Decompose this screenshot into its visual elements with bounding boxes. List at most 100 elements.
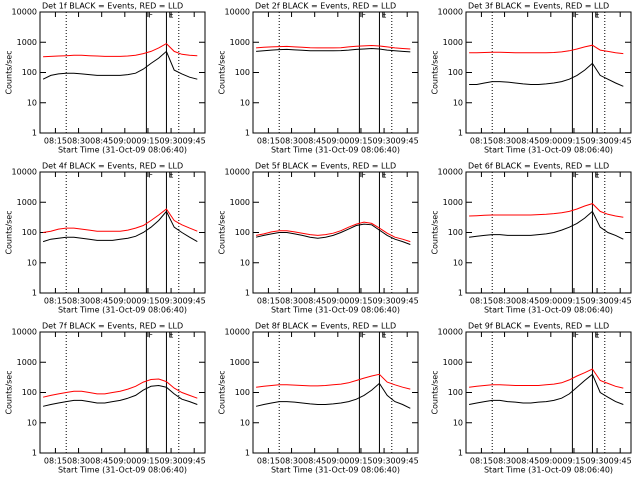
y-tick-label: 10000	[225, 168, 250, 177]
x-tick-label: 09:30	[160, 297, 183, 306]
x-tick-label: 09:15	[349, 297, 372, 306]
x-tick-label: 09:00	[326, 297, 349, 306]
x-axis-label: Start Time (31-Oct-09 08:06:40)	[271, 306, 400, 315]
marker-label: F	[148, 171, 153, 180]
y-tick-label: 1	[458, 129, 463, 138]
x-tick-label: 08:15	[44, 137, 67, 146]
y-axis-label: Counts/sec	[5, 50, 14, 94]
series-line	[256, 44, 411, 50]
y-tick-label: 100	[448, 228, 463, 237]
panel-title: Det 6f BLACK = Events, RED = LLD	[468, 162, 609, 171]
panel-title: Det 8f BLACK = Events, RED = LLD	[255, 322, 396, 331]
x-axis-label: Start Time (31-Oct-09 08:06:40)	[484, 146, 613, 155]
y-tick-label: 10000	[225, 8, 250, 17]
panel-title: Det 9f BLACK = Events, RED = LLD	[468, 322, 609, 331]
marker-label: E	[381, 171, 386, 180]
x-tick-label: 08:15	[470, 457, 493, 466]
x-tick-label: 08:30	[67, 457, 90, 466]
marker-label: E	[594, 171, 599, 180]
y-tick-label: 1000	[17, 358, 37, 367]
y-tick-label: 100	[22, 388, 37, 397]
x-tick-label: 08:45	[90, 457, 113, 466]
y-tick-label: 10	[240, 258, 250, 267]
y-tick-label: 1	[458, 289, 463, 298]
x-tick-label: 09:30	[373, 137, 396, 146]
x-tick-label: 09:00	[113, 297, 136, 306]
y-tick-label: 100	[235, 228, 250, 237]
series-line	[469, 210, 624, 240]
y-tick-label: 10	[27, 258, 37, 267]
x-tick-label: 08:45	[303, 457, 326, 466]
y-tick-label: 10000	[225, 328, 250, 337]
y-axis-label: Counts/sec	[431, 50, 440, 94]
x-tick-label: 09:00	[539, 457, 562, 466]
x-tick-label: 09:45	[183, 297, 206, 306]
y-tick-label: 10000	[12, 8, 37, 17]
x-tick-label: 08:15	[257, 137, 280, 146]
x-tick-label: 08:30	[280, 297, 303, 306]
x-tick-label: 08:30	[67, 137, 90, 146]
series-line	[256, 221, 411, 243]
y-tick-label: 1000	[17, 198, 37, 207]
marker-label: F	[361, 331, 366, 340]
x-tick-label: 09:00	[113, 457, 136, 466]
series-line	[42, 210, 198, 243]
x-tick-label: 09:45	[183, 137, 206, 146]
marker-label: F	[361, 171, 366, 180]
panel-title: Det 4f BLACK = Events, RED = LLD	[42, 162, 183, 171]
y-tick-label: 1	[245, 289, 250, 298]
x-tick-label: 08:15	[470, 137, 493, 146]
x-tick-label: 09:45	[609, 457, 632, 466]
x-tick-label: 09:45	[396, 297, 419, 306]
marker-label: E	[168, 11, 173, 20]
series-line	[256, 373, 411, 390]
x-tick-label: 08:30	[280, 457, 303, 466]
marker-label: F	[148, 331, 153, 340]
y-tick-label: 1000	[230, 198, 250, 207]
y-tick-label: 1000	[443, 198, 463, 207]
y-axis-label: Counts/sec	[5, 370, 14, 414]
x-tick-label: 09:00	[326, 137, 349, 146]
x-tick-label: 08:15	[257, 297, 280, 306]
marker-label: F	[574, 171, 579, 180]
y-tick-label: 10000	[12, 168, 37, 177]
y-tick-label: 1	[32, 289, 37, 298]
x-tick-label: 09:30	[160, 137, 183, 146]
y-tick-label: 1000	[443, 358, 463, 367]
plot-frame	[39, 11, 206, 134]
y-tick-label: 1	[245, 449, 250, 458]
y-axis-label: Counts/sec	[218, 210, 227, 254]
x-tick-label: 08:30	[493, 297, 516, 306]
x-tick-label: 08:30	[280, 137, 303, 146]
panel-title: Det 2f BLACK = Events, RED = LLD	[255, 2, 396, 11]
series-line	[43, 208, 198, 233]
y-tick-label: 10	[27, 98, 37, 107]
y-tick-label: 10	[453, 98, 463, 107]
marker-label: F	[361, 11, 366, 20]
series-line	[42, 50, 198, 80]
y-tick-label: 100	[22, 68, 37, 77]
x-axis-label: Start Time (31-Oct-09 08:06:40)	[484, 306, 613, 315]
x-tick-label: 08:45	[90, 297, 113, 306]
series-line	[43, 42, 198, 58]
marker-label: E	[594, 331, 599, 340]
x-tick-label: 09:15	[562, 297, 585, 306]
series-line	[469, 368, 624, 389]
panel-title: Det 7f BLACK = Events, RED = LLD	[42, 322, 183, 331]
series-line	[42, 378, 198, 399]
y-tick-label: 10000	[438, 168, 463, 177]
x-tick-label: 09:15	[136, 457, 159, 466]
y-tick-label: 1000	[443, 38, 463, 47]
marker-label: E	[594, 11, 599, 20]
x-tick-label: 09:15	[136, 137, 159, 146]
x-tick-label: 09:45	[609, 137, 632, 146]
series-line	[469, 373, 624, 405]
y-axis-label: Counts/sec	[431, 370, 440, 414]
x-tick-label: 08:15	[257, 457, 280, 466]
y-tick-label: 100	[448, 68, 463, 77]
panel-title: Det 1f BLACK = Events, RED = LLD	[42, 2, 183, 11]
plot-frame	[39, 171, 206, 294]
x-tick-label: 08:45	[516, 297, 539, 306]
y-tick-label: 10000	[438, 8, 463, 17]
x-tick-label: 09:30	[586, 137, 609, 146]
